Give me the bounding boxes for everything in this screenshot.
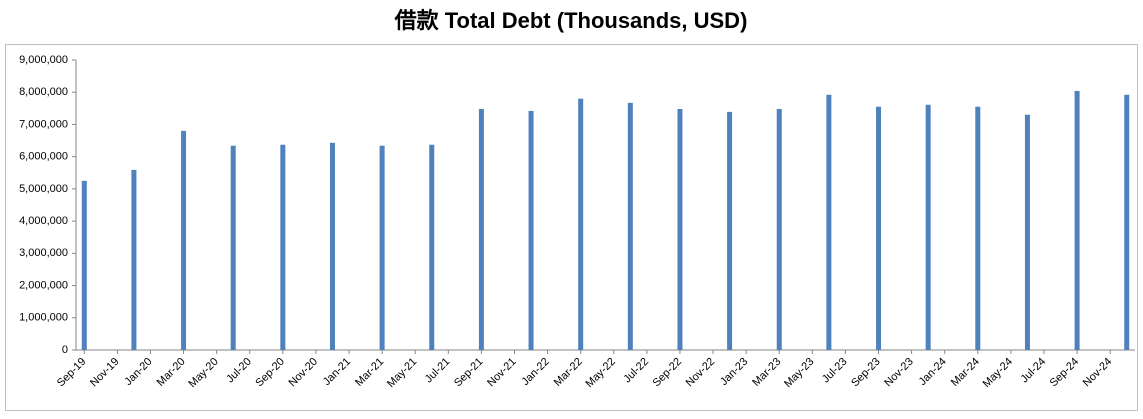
bar bbox=[578, 98, 584, 351]
bar bbox=[925, 104, 931, 351]
bar bbox=[429, 144, 435, 350]
bar bbox=[379, 145, 385, 350]
bar bbox=[131, 169, 137, 350]
bar bbox=[528, 110, 534, 351]
bar bbox=[181, 130, 187, 350]
bar bbox=[1024, 114, 1030, 351]
y-tick-label: 9,000,000 bbox=[19, 54, 68, 66]
chart-title: 借款 Total Debt (Thousands, USD) bbox=[394, 8, 748, 33]
y-tick-label: 2,000,000 bbox=[19, 279, 68, 291]
bar bbox=[478, 108, 484, 350]
bar bbox=[627, 102, 633, 350]
bar bbox=[230, 145, 236, 350]
y-tick-label: 6,000,000 bbox=[19, 151, 68, 163]
bar bbox=[826, 94, 832, 350]
y-tick-label: 8,000,000 bbox=[19, 86, 68, 98]
plot-frame bbox=[5, 44, 1138, 411]
y-tick-label: 3,000,000 bbox=[19, 247, 68, 259]
bar bbox=[677, 108, 683, 350]
bar bbox=[876, 106, 882, 350]
y-tick-label: 7,000,000 bbox=[19, 118, 68, 130]
bar bbox=[975, 106, 981, 350]
y-tick-label: 1,000,000 bbox=[19, 312, 68, 324]
y-tick-label: 4,000,000 bbox=[19, 215, 68, 227]
bar bbox=[1124, 94, 1130, 350]
bar bbox=[727, 111, 733, 350]
bar bbox=[1074, 90, 1080, 350]
bar bbox=[280, 144, 286, 350]
y-tick-label: 0 bbox=[62, 344, 68, 356]
bar bbox=[329, 142, 335, 350]
bar bbox=[81, 180, 87, 350]
bar bbox=[776, 108, 782, 350]
y-tick-label: 5,000,000 bbox=[19, 183, 68, 195]
